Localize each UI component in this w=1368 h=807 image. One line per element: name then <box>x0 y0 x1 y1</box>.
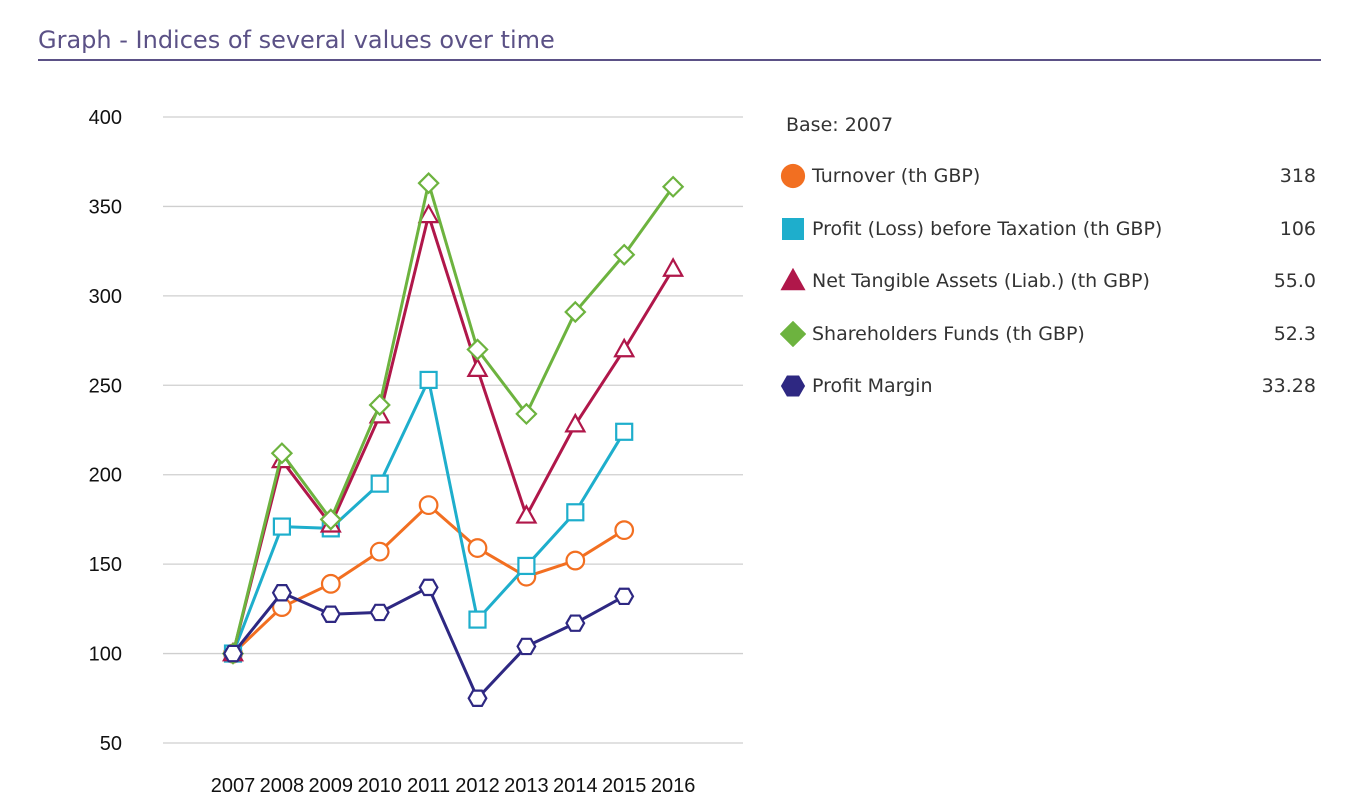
y-tick-label: 250 <box>89 375 122 397</box>
x-tick-label: 2015 <box>602 775 647 797</box>
data-point <box>369 603 390 622</box>
x-tick-label: 2011 <box>407 775 450 797</box>
x-tick-label: 2012 <box>455 775 500 797</box>
x-axis-ticks: 2007 2008 2009 2010 2011 2012 2013 2014 2015 2016 <box>211 775 696 797</box>
data-point <box>319 508 342 531</box>
data-point <box>662 257 685 277</box>
legend-label: Profit Margin <box>812 375 933 398</box>
legend-label: Net Tangible Assets (Liab.) (th GBP) <box>812 270 1150 293</box>
data-point <box>222 644 244 663</box>
data-point <box>368 393 391 417</box>
legend-value: 33.28 <box>1261 375 1316 398</box>
data-point <box>515 503 538 524</box>
series-line <box>231 213 675 654</box>
data-point <box>564 412 587 433</box>
y-tick-label: 400 <box>89 107 122 129</box>
data-point <box>466 338 489 361</box>
data-point <box>614 520 635 541</box>
chart-grid <box>163 116 743 744</box>
legend-label: Profit (Loss) before Taxation (th GBP) <box>812 217 1163 240</box>
y-tick-label: 300 <box>89 286 122 308</box>
square-marker-icon <box>782 217 804 240</box>
x-tick-label: 2013 <box>504 775 549 797</box>
data-point <box>270 442 294 465</box>
legend-value: 318 <box>1279 165 1316 188</box>
triangle-marker-icon <box>780 268 806 291</box>
data-point <box>468 610 487 629</box>
legend-item: Profit Margin 33.28 <box>780 360 1316 413</box>
data-point <box>272 517 291 536</box>
y-tick-label: 100 <box>89 644 122 666</box>
series-line <box>231 378 626 655</box>
y-tick-label: 150 <box>89 554 122 576</box>
series-line <box>231 181 675 654</box>
data-point <box>418 495 439 516</box>
data-point <box>661 175 685 198</box>
data-point <box>419 370 438 390</box>
data-point <box>615 422 634 441</box>
data-point <box>467 538 488 558</box>
y-tick-label: 350 <box>89 196 122 218</box>
legend-value: 55.0 <box>1273 270 1316 293</box>
page-title: Graph - Indices of several values over t… <box>38 26 555 54</box>
x-tick-label: 2008 <box>260 775 305 797</box>
y-axis-ticks: 400 350 300 250 200 150 100 50 <box>89 107 122 755</box>
data-point <box>517 556 536 576</box>
chart-legend: Base: 2007 Turnover (th GBP) 318 Profit (L… <box>780 110 1316 413</box>
hexagon-marker-icon <box>780 375 806 397</box>
legend-value: 52.3 <box>1273 322 1316 345</box>
legend-item: Profit (Loss) before Taxation (th GBP) 10… <box>780 203 1316 256</box>
legend-item: Shareholders Funds (th GBP) 52.3 <box>780 308 1316 361</box>
series-diamond <box>221 172 685 665</box>
y-tick-label: 200 <box>89 465 122 487</box>
data-point <box>417 203 440 224</box>
data-point <box>370 474 389 493</box>
data-point <box>418 578 439 597</box>
data-point <box>466 357 489 378</box>
x-tick-label: 2014 <box>553 775 598 797</box>
data-point <box>516 637 537 656</box>
legend-item: Turnover (th GBP) 318 <box>780 150 1316 203</box>
data-point <box>614 587 635 606</box>
data-point <box>515 402 538 426</box>
data-point <box>320 605 341 623</box>
series-triangle <box>222 203 685 662</box>
y-tick-label: 50 <box>100 733 122 755</box>
data-point <box>320 573 341 594</box>
legend-items: Turnover (th GBP) 318 Profit (Loss) before… <box>780 150 1316 413</box>
data-point <box>565 614 586 632</box>
data-point <box>566 503 585 522</box>
series-hexagon <box>222 578 635 708</box>
data-point <box>417 172 440 195</box>
legend-item: Net Tangible Assets (Liab.) (th GBP) 55.0 <box>780 255 1316 308</box>
data-point <box>613 243 636 266</box>
data-point <box>271 584 292 602</box>
circle-marker-icon <box>780 164 806 189</box>
x-tick-label: 2007 <box>211 775 256 797</box>
line-chart: 400 350 300 250 200 150 100 50 2007 2008 2009 2010… <box>89 107 743 797</box>
data-point <box>369 541 390 562</box>
chart-series <box>221 172 685 708</box>
diamond-marker-icon <box>780 320 806 347</box>
data-point <box>564 300 587 324</box>
data-point <box>467 689 488 708</box>
data-point <box>613 337 636 358</box>
x-tick-label: 2009 <box>309 775 354 797</box>
x-tick-label: 2010 <box>357 775 402 797</box>
title-divider <box>38 59 1321 61</box>
legend-label: Turnover (th GBP) <box>812 165 981 188</box>
x-tick-label: 2016 <box>651 775 696 797</box>
legend-label: Shareholders Funds (th GBP) <box>812 322 1085 345</box>
data-point <box>565 550 586 571</box>
legend-base-label: Base: 2007 <box>786 114 894 136</box>
legend-value: 106 <box>1279 217 1316 240</box>
